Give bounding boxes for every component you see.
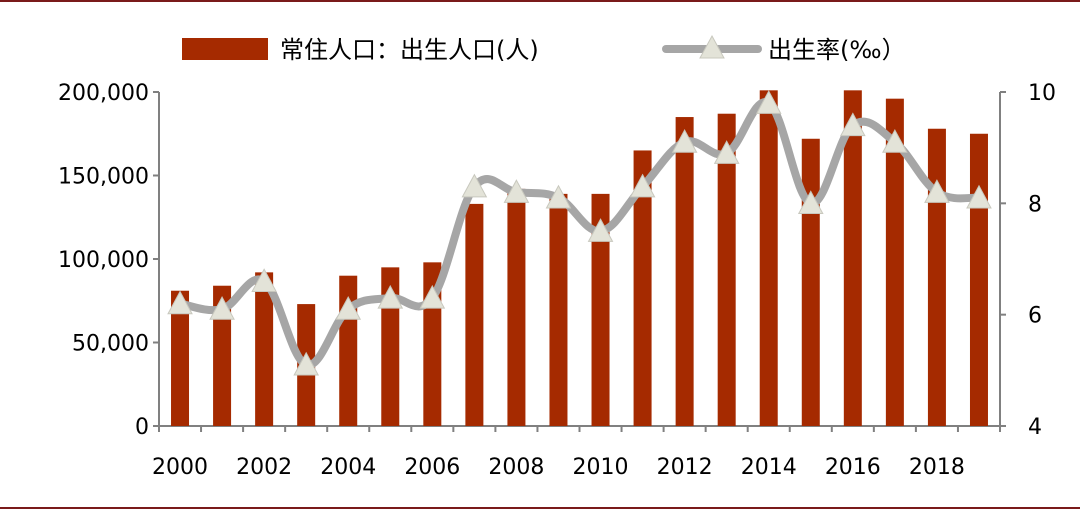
left-tick-label: 50,000 [72, 332, 149, 357]
bar-2017 [885, 98, 904, 427]
birth-rate-point-2007 [461, 173, 488, 198]
x-tick-label: 2010 [573, 455, 629, 480]
birth-rate-point-2017 [882, 129, 908, 153]
left-y-ticks: 0 50,000 100,000 150,000 200,000 [58, 81, 159, 440]
right-tick-label: 4 [1028, 415, 1042, 440]
x-ticks: 2000 2002 2004 2006 2008 2010 2012 2014 2016 2018 [152, 426, 1001, 480]
birth-rate-point-2015 [797, 190, 824, 215]
bar-2018 [927, 128, 946, 427]
x-tick-label: 2002 [236, 455, 292, 480]
birth-rate-point-2013 [713, 140, 740, 164]
x-tick-label: 2012 [657, 455, 713, 480]
bar-2001 [213, 285, 232, 426]
bar-2016 [843, 90, 862, 426]
legend: 常住人口：出生人口(人) 出生率(‰） [182, 34, 906, 64]
x-tick-label: 2000 [152, 455, 208, 480]
left-tick-label: 150,000 [58, 165, 149, 190]
legend-bar-label: 常住人口：出生人口(人) [280, 36, 539, 64]
birth-rate-point-2003 [293, 351, 320, 376]
birth-rate-point-2012 [671, 129, 698, 153]
bar-2012 [675, 117, 694, 427]
left-tick-label: 200,000 [58, 81, 149, 106]
legend-line-marker [699, 34, 725, 59]
right-tick-label: 6 [1028, 304, 1042, 329]
birth-rate-point-2004 [335, 296, 362, 320]
legend-line-label: 出生率(‰） [768, 36, 906, 64]
birth-rate-point-2016 [839, 112, 866, 137]
x-tick-label: 2008 [488, 455, 544, 480]
x-tick-label: 2014 [741, 455, 797, 480]
birth-rate-point-2001 [209, 296, 235, 320]
bar-2011 [633, 150, 652, 426]
bar-2002 [255, 272, 274, 426]
bar-2007 [465, 203, 484, 426]
bar-series [171, 90, 988, 427]
birth-rate-point-2008 [503, 179, 530, 203]
bar-2013 [717, 113, 736, 427]
birth-rate-point-2010 [587, 218, 614, 242]
birth-rate-point-2018 [924, 179, 950, 203]
bar-2010 [591, 193, 610, 426]
left-tick-label: 0 [135, 415, 149, 440]
birth-rate-point-2019 [966, 184, 992, 209]
bar-2014 [759, 90, 778, 426]
birth-rate-point-2002 [251, 268, 277, 292]
birth-rate-point-2000 [167, 290, 193, 315]
bottom-border [0, 507, 1080, 509]
left-tick-label: 100,000 [58, 248, 149, 273]
x-tick-label: 2004 [320, 455, 376, 480]
bar-2015 [801, 138, 820, 426]
birth-rate-point-2006 [419, 284, 446, 309]
right-tick-label: 10 [1028, 81, 1056, 106]
x-tick-label: 2016 [825, 455, 881, 480]
x-tick-label: 2018 [909, 455, 965, 480]
bar-2019 [969, 133, 988, 426]
birth-rate-point-2005 [377, 284, 404, 309]
x-tick-label: 2006 [404, 455, 460, 480]
line-series [167, 90, 992, 376]
birth-rate-point-2011 [629, 173, 656, 198]
bar-2009 [549, 193, 568, 426]
birth-rate-point-2014 [755, 90, 782, 114]
top-border [0, 0, 1080, 2]
legend-bar-swatch [182, 38, 268, 60]
bar-2008 [507, 188, 526, 426]
bar-2000 [171, 290, 190, 426]
birth-rate-point-2009 [545, 184, 572, 209]
right-y-ticks: 4 6 8 10 [1000, 81, 1056, 440]
right-tick-label: 8 [1028, 192, 1042, 217]
